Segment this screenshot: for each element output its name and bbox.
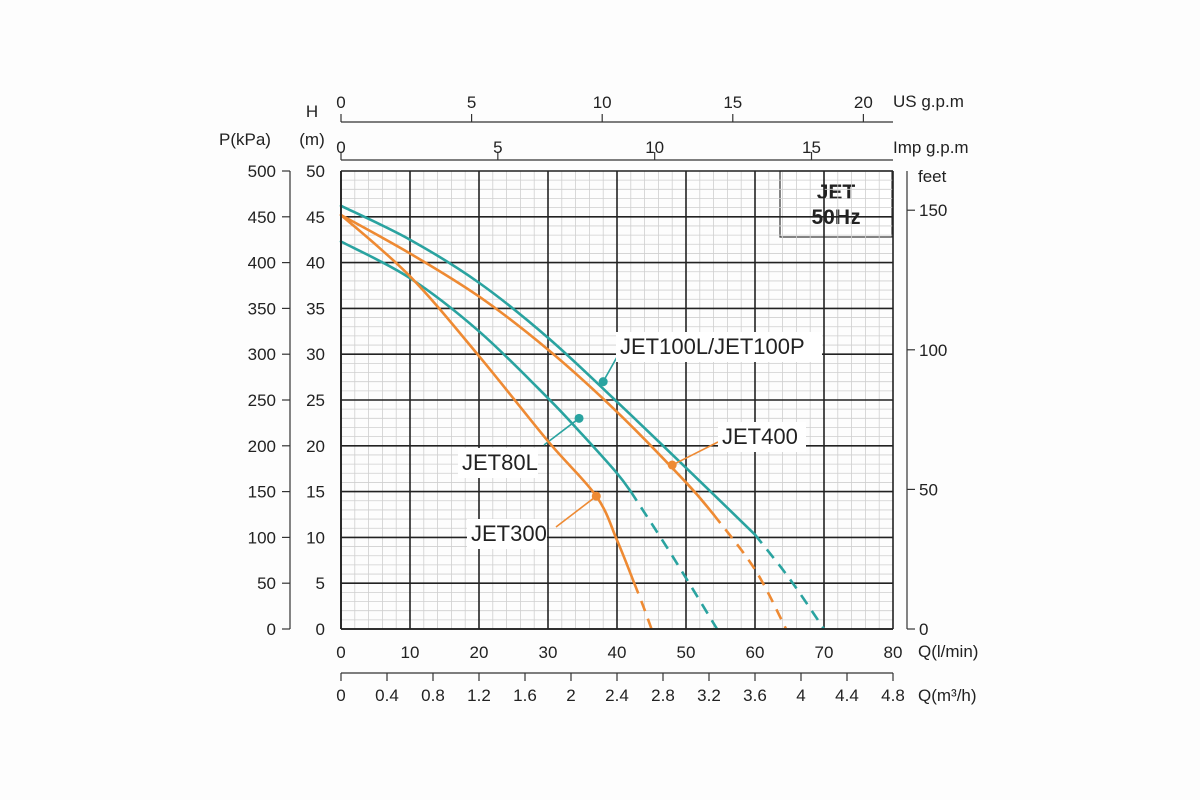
imp-gpm-tick-label: 5 xyxy=(493,138,502,157)
y-tick-label: 20 xyxy=(306,437,325,456)
y-tick-label: 10 xyxy=(306,528,325,547)
pressure-tick-label: 100 xyxy=(248,528,276,547)
m3h-tick-label: 2.8 xyxy=(651,686,675,705)
series-leader-line xyxy=(671,441,719,466)
y-tick-label: 15 xyxy=(306,483,325,502)
series-label-bg xyxy=(458,448,538,478)
series-line-dashed xyxy=(753,533,826,630)
pressure-tick-label: 500 xyxy=(248,162,276,181)
series-line-solid xyxy=(339,213,636,585)
pressure-axis-label: P(kPa) xyxy=(219,130,271,149)
x-tick-label: 40 xyxy=(608,643,627,662)
series-label: JET80L xyxy=(462,450,538,475)
m3h-tick-label: 0.4 xyxy=(375,686,399,705)
x-tick-label: 80 xyxy=(884,643,903,662)
pressure-tick-label: 50 xyxy=(257,574,276,593)
x-tick-label: 60 xyxy=(746,643,765,662)
m3h-tick-label: 4 xyxy=(796,686,805,705)
x-axis-label-lpm: Q(l/min) xyxy=(918,642,978,661)
us-gpm-axis-label: US g.p.m xyxy=(893,92,964,111)
x-tick-label: 10 xyxy=(401,643,420,662)
pressure-tick-label: 150 xyxy=(248,483,276,502)
imp-gpm-tick-label: 10 xyxy=(645,138,664,157)
feet-tick-label: 50 xyxy=(919,480,938,499)
series-label: JET300 xyxy=(471,521,547,546)
feet-tick-label: 0 xyxy=(919,620,928,639)
chart-plot-layer: 0510152025303540455005010015020025030035… xyxy=(248,93,948,705)
feet-axis-label: feet xyxy=(918,167,947,186)
x-tick-label: 30 xyxy=(539,643,558,662)
us-gpm-tick-label: 20 xyxy=(854,93,873,112)
series-leader-line xyxy=(602,356,618,383)
series-line-solid xyxy=(339,213,715,516)
h-axis-label-line1: H xyxy=(306,102,318,121)
m3h-tick-label: 3.2 xyxy=(697,686,721,705)
m3h-tick-label: 0 xyxy=(336,686,345,705)
us-gpm-tick-label: 5 xyxy=(467,93,476,112)
m3h-tick-label: 2.4 xyxy=(605,686,629,705)
x-tick-label: 50 xyxy=(677,643,696,662)
y-tick-label: 5 xyxy=(316,574,325,593)
pressure-tick-label: 300 xyxy=(248,345,276,364)
series-line-solid xyxy=(339,204,757,536)
y-tick-label: 25 xyxy=(306,391,325,410)
series-label-bg xyxy=(616,332,822,362)
h-axis-label-line2: (m) xyxy=(299,130,324,149)
x-tick-label: 20 xyxy=(470,643,489,662)
m3h-tick-label: 4.8 xyxy=(881,686,905,705)
x-tick-label: 0 xyxy=(336,643,345,662)
m3h-tick-label: 3.6 xyxy=(743,686,767,705)
feet-tick-label: 150 xyxy=(919,201,947,220)
series-label: JET100L/JET100P xyxy=(620,334,805,359)
series-leader-line xyxy=(543,417,580,446)
y-tick-label: 45 xyxy=(306,208,325,227)
series-line-dashed xyxy=(712,513,788,630)
m3h-tick-label: 1.2 xyxy=(467,686,491,705)
m3h-tick-label: 2 xyxy=(566,686,575,705)
us-gpm-tick-label: 0 xyxy=(336,93,345,112)
m3h-tick-label: 0.8 xyxy=(421,686,445,705)
series-line-dashed xyxy=(633,582,653,630)
y-tick-label: 30 xyxy=(306,345,325,364)
imp-gpm-axis-label: Imp g.p.m xyxy=(893,138,969,157)
us-gpm-tick-label: 10 xyxy=(593,93,612,112)
pressure-tick-label: 0 xyxy=(267,620,276,639)
pressure-tick-label: 450 xyxy=(248,208,276,227)
y-tick-label: 40 xyxy=(306,254,325,273)
y-tick-label: 50 xyxy=(306,162,325,181)
series-line-dashed xyxy=(629,490,719,630)
y-tick-label: 35 xyxy=(306,299,325,318)
series-label-bg xyxy=(467,519,547,549)
pressure-tick-label: 200 xyxy=(248,437,276,456)
m3h-tick-label: 4.4 xyxy=(835,686,859,705)
pressure-tick-label: 250 xyxy=(248,391,276,410)
series-label-bg xyxy=(718,422,806,452)
imp-gpm-tick-label: 0 xyxy=(336,138,345,157)
x-tick-label: 70 xyxy=(815,643,834,662)
series-label: JET400 xyxy=(722,424,798,449)
x-axis-label-m3h: Q(m³/h) xyxy=(918,686,977,705)
series-leader-line xyxy=(555,495,597,528)
pressure-tick-label: 350 xyxy=(248,299,276,318)
imp-gpm-tick-label: 15 xyxy=(802,138,821,157)
y-tick-label: 0 xyxy=(316,620,325,639)
m3h-tick-label: 1.6 xyxy=(513,686,537,705)
pressure-tick-label: 400 xyxy=(248,254,276,273)
model-badge-line1: JET xyxy=(817,181,856,204)
feet-tick-label: 100 xyxy=(919,341,947,360)
us-gpm-tick-label: 15 xyxy=(723,93,742,112)
